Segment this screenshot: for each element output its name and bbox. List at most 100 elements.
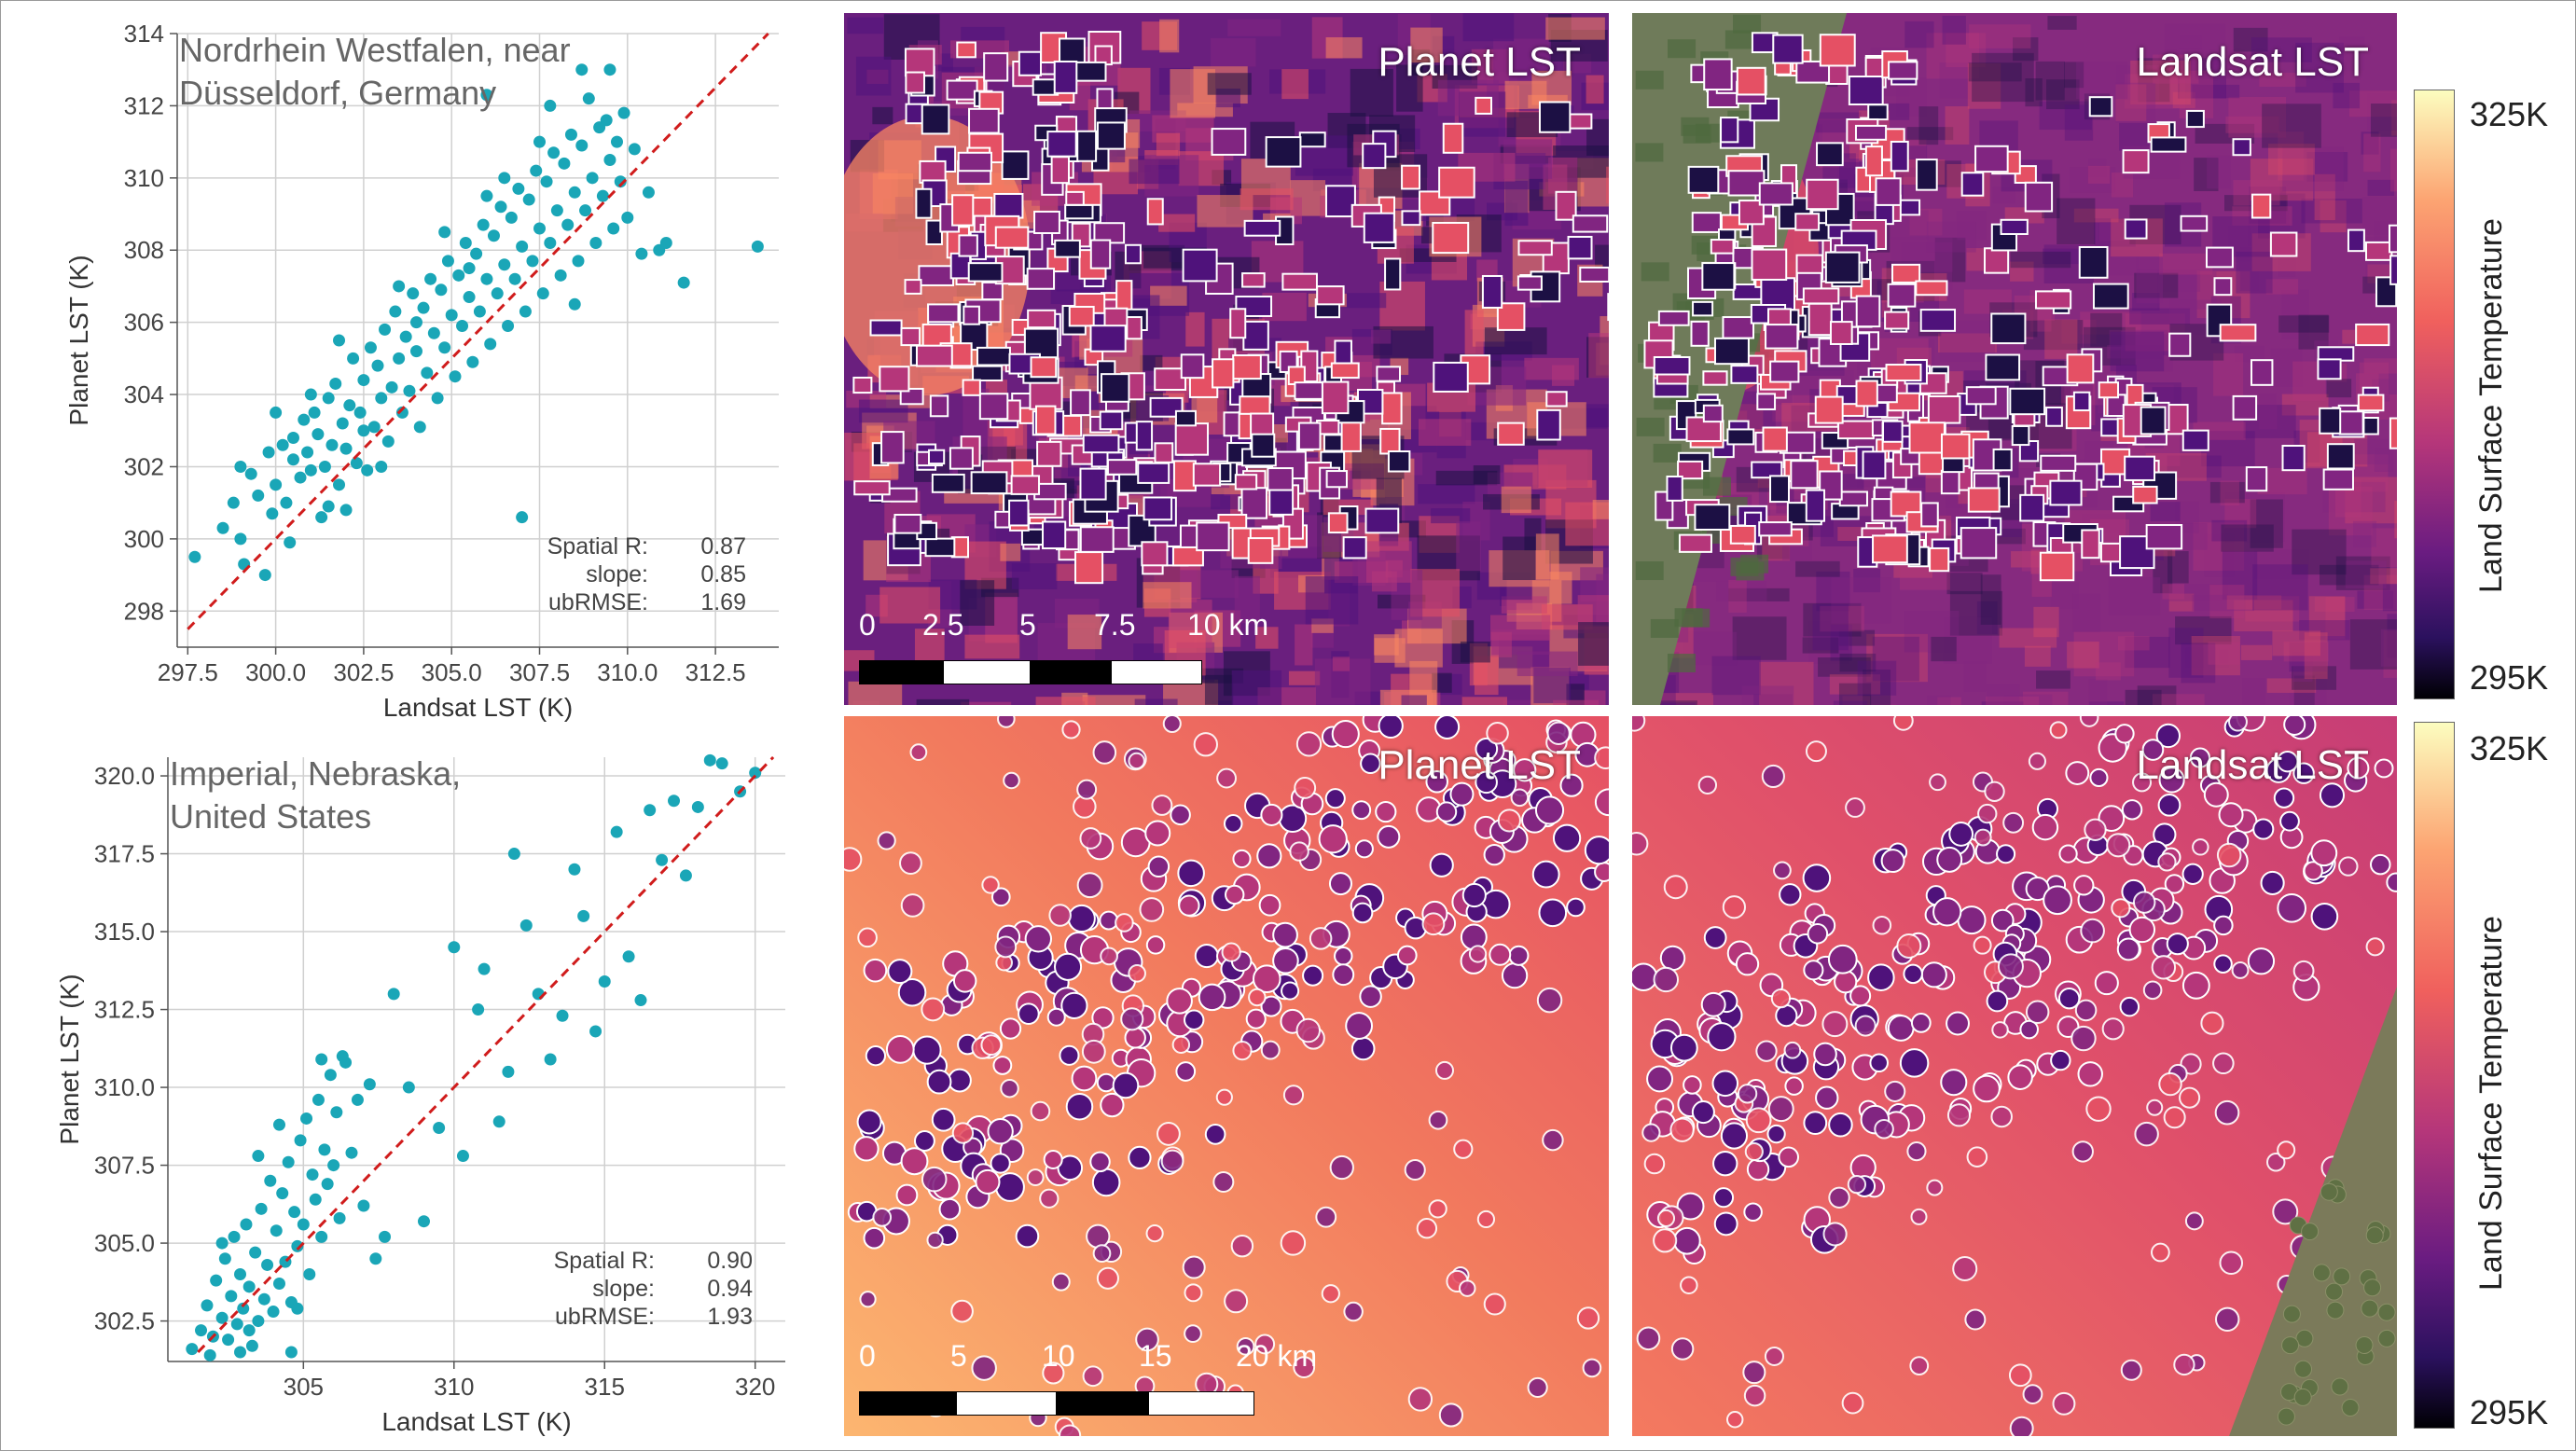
pivot-field [2231, 961, 2250, 979]
field-patch [2320, 200, 2347, 233]
field-parcel [1967, 487, 2001, 513]
field-patch [2137, 269, 2201, 292]
rgb-field [1681, 117, 1710, 136]
field-patch [2138, 58, 2170, 103]
field-patch [2314, 173, 2335, 221]
field-patch [1942, 15, 1966, 45]
pivot-field [1079, 827, 1102, 850]
field-patch [2270, 348, 2303, 387]
pivot-field [1940, 1069, 1968, 1097]
field-parcel [1401, 210, 1421, 227]
field-patch [2357, 590, 2394, 609]
field-patch [1431, 508, 1471, 524]
field-parcel [1342, 536, 1367, 560]
field-patch [2295, 42, 2344, 93]
rgb-field [1667, 654, 1696, 673]
field-patch [2109, 329, 2168, 351]
pivot-field [2181, 971, 2210, 1000]
field-patch [1606, 166, 1609, 204]
pivot-field [1449, 781, 1475, 807]
field-parcel [1068, 305, 1095, 327]
pivot-field [2166, 933, 2189, 956]
pivot-field [1145, 1224, 1164, 1243]
field-parcel [927, 449, 946, 465]
data-point [463, 262, 476, 275]
data-point [610, 825, 623, 838]
field-parcel [2185, 109, 2205, 129]
rgb-field [1650, 618, 1679, 638]
field-parcel [1807, 302, 1833, 337]
field-parcel [931, 473, 965, 493]
pivot-field [859, 1291, 877, 1308]
pivot-field [1059, 1044, 1080, 1066]
pivot-field [1713, 1211, 1738, 1237]
pivot-field [1151, 795, 1173, 816]
field-parcel [1538, 101, 1572, 133]
pivot-field [999, 1017, 1022, 1040]
field-parcel [2326, 443, 2355, 470]
field-patch [2367, 179, 2395, 197]
data-point [554, 269, 567, 282]
field-parcel [1064, 203, 1094, 220]
pivot-field [2116, 937, 2140, 961]
pivot-field [1527, 1376, 1548, 1399]
field-parcel [2100, 418, 2120, 437]
data-point [225, 1290, 238, 1303]
field-parcel [1340, 420, 1362, 452]
field-patch [2204, 533, 2235, 577]
field-parcel [1694, 504, 1731, 531]
field-parcel [1020, 528, 1046, 546]
field-patch [2371, 528, 2397, 568]
field-parcel [968, 107, 1000, 134]
pivot-field [1061, 720, 1081, 739]
pivot-field [913, 1130, 935, 1152]
field-patch [2152, 694, 2205, 705]
data-point [533, 222, 547, 235]
field-patch [1986, 696, 2040, 705]
pivot-field [2031, 813, 2059, 841]
field-parcel [1050, 156, 1070, 185]
data-point [266, 507, 279, 520]
pivot-field [1783, 1041, 1802, 1059]
data-point [463, 291, 476, 304]
field-parcel [2034, 290, 2072, 310]
field-parcel [2232, 138, 2251, 157]
field-patch [1501, 596, 1547, 614]
field-parcel [956, 41, 976, 59]
pivot-field [1081, 1039, 1106, 1064]
field-parcel [915, 344, 953, 367]
data-point [294, 471, 307, 484]
field-patch [2125, 636, 2170, 669]
data-point [318, 1143, 331, 1156]
colorbar-max-label: 325K [2470, 729, 2549, 767]
x-tick-label: 320 [735, 1373, 775, 1401]
field-patch [1305, 576, 1359, 625]
field-patch [2239, 247, 2259, 291]
map-landsat-germany: Landsat LST [1632, 13, 2397, 705]
field-patch [1185, 311, 1205, 347]
data-point [522, 193, 535, 206]
y-axis-label: Planet LST (K) [64, 255, 93, 425]
field-patch [1963, 661, 1987, 692]
pivot-field [1396, 945, 1418, 966]
pivot-field [1828, 1112, 1853, 1138]
field-patch [2278, 258, 2296, 277]
rgb-field [1682, 608, 1710, 628]
pivot-field [1990, 908, 2015, 933]
field-patch [1654, 700, 1697, 705]
pivot-field [1720, 1122, 1749, 1150]
colorbar-min-label: 295K [2470, 658, 2549, 697]
field-parcel [1985, 353, 2021, 381]
data-point [315, 1053, 328, 1066]
field-parcel [1703, 58, 1733, 91]
pivot-field [1822, 1222, 1848, 1247]
pivot-field [938, 1197, 962, 1221]
data-point [445, 309, 458, 322]
pivot-field [2370, 853, 2391, 876]
pivot-field [2365, 937, 2385, 957]
field-patch [2222, 551, 2258, 601]
data-point [448, 941, 461, 954]
field-patch [1830, 624, 1852, 661]
pivot-field [1582, 1358, 1602, 1378]
pivot-field [1966, 1146, 1988, 1168]
